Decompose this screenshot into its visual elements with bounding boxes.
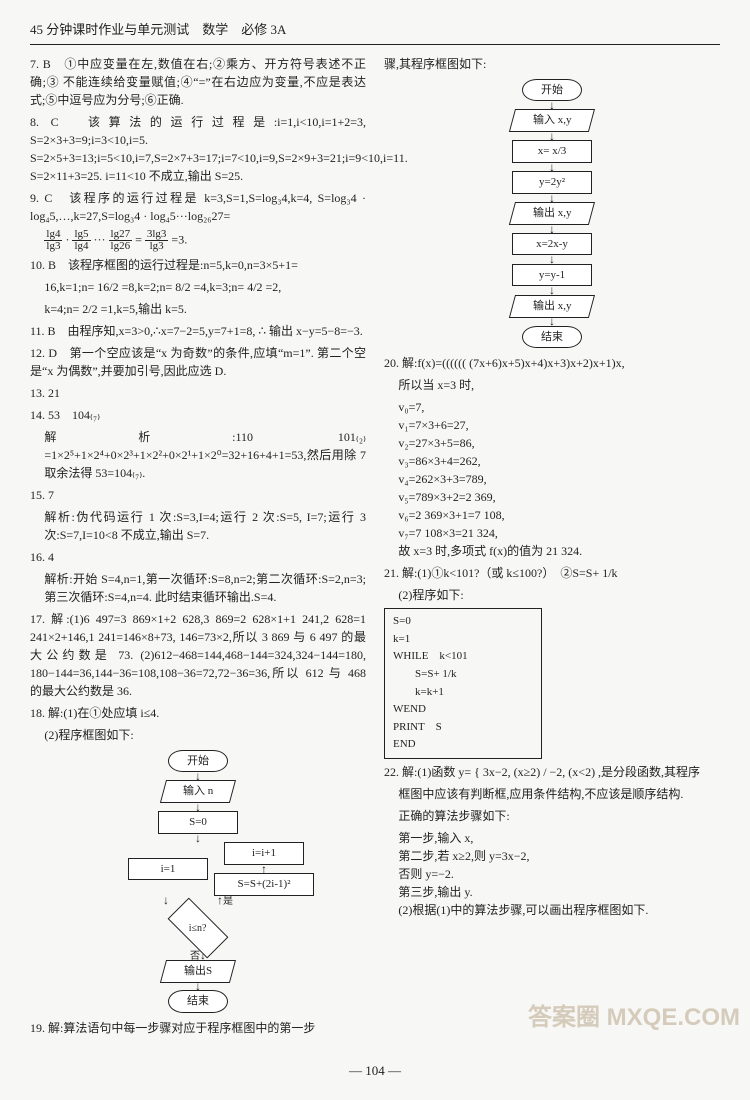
q13: 13. 21 <box>30 384 366 402</box>
q20-v5: v₅=789×3+2=2 369, <box>398 488 720 506</box>
arrow-icon: ↓ <box>482 194 622 202</box>
q20-v0: v₀=7, <box>398 398 720 416</box>
q22a: 22. 解:(1)函数 y= { 3x−2, (x≥2) / −2, (x<2)… <box>384 763 720 781</box>
flow19-out1: 输出 x,y <box>509 202 595 225</box>
code-line: k=1 <box>393 631 533 649</box>
flow18-i1: i=1 <box>128 858 208 881</box>
q14b: 解析:110 101₍₂₎=1×2⁵+1×2⁴+0×2³+1×2²+0×2¹+1… <box>30 428 366 482</box>
q20-v1: v₁=7×3+6=27, <box>398 416 720 434</box>
q14a: 14. 53 104₍₇₎ <box>30 406 366 424</box>
arrow-icon: ↓ ↑是 <box>128 896 268 905</box>
flow19-out2: 输出 x,y <box>509 295 595 318</box>
q7: 7. B ①中应变量在左,数值在右;②乘方、开方符号表述不正确;③ 不能连续给变… <box>30 55 366 109</box>
q20d: 故 x=3 时,多项式 f(x)的值为 21 324. <box>384 542 720 560</box>
q19-cont: 骤,其程序框图如下: <box>384 55 720 73</box>
page-header: 45 分钟课时作业与单元测试 数学 必修 3A <box>30 20 720 45</box>
q20-v4: v₄=262×3+3=789, <box>398 470 720 488</box>
page-number: — 104 — <box>30 1061 720 1081</box>
q20-list: v₀=7, v₁=7×3+6=27, v₂=27×3+5=86, v₃=86×3… <box>384 398 720 542</box>
flow19-in: 输入 x,y <box>509 109 595 132</box>
q22-step3: 否则 y=−2. <box>398 865 720 883</box>
q15a: 15. 7 <box>30 486 366 504</box>
arrow-icon: ↓ <box>128 834 268 842</box>
arrow-icon: ↓ <box>482 132 622 140</box>
q11: 11. B 由程序知,x=3>0,∴x=7−2=5,y=7+1=8, ∴ 输出 … <box>30 322 366 340</box>
flow18-calc: S=S+(2i-1)² <box>214 873 314 896</box>
arrow-icon: ↓ <box>482 225 622 233</box>
arrow-icon: ↓ <box>482 255 622 263</box>
flow18-out: 输出S <box>160 960 236 983</box>
q19: 19. 解:算法语句中每一步骤对应于程序框图中的第一步 <box>30 1019 366 1037</box>
q22c: 正确的算法步骤如下: <box>384 807 720 825</box>
q17: 17. 解:(1)6 497=3 869×1+2 628,3 869=2 628… <box>30 610 366 700</box>
two-column-layout: 7. B ①中应变量在左,数值在右;②乘方、开方符号表述不正确;③ 不能连续给变… <box>30 55 720 1041</box>
q9-eq: lg4lg3 · lg5lg4 ··· lg27lg26 = 3lg3lg3 =… <box>30 229 366 252</box>
q16b: 解析:开始 S=4,n=1,第一次循环:S=8,n=2;第二次循环:S=2,n=… <box>30 570 366 606</box>
arrow-icon: ↓ <box>482 163 622 171</box>
flow19-end: 结束 <box>522 326 582 349</box>
q12: 12. D 第一个空应该是“x 为奇数”的条件,应填“m=1”. 第二个空是“x… <box>30 344 366 380</box>
q22d: (2)根据(1)中的算法步骤,可以画出程序框图如下. <box>384 901 720 919</box>
q9-line1: 9. C 该程序的运行过程是 k=3,S=1,S=log₃4,k=4, S=lo… <box>30 189 366 225</box>
code-line: S=S+ 1/k <box>393 666 533 684</box>
q20-v3: v₃=86×3+4=262, <box>398 452 720 470</box>
right-column: 骤,其程序框图如下: 开始 ↓ 输入 x,y ↓ x= x/3 ↓ y=2y² … <box>384 55 720 1041</box>
q22-step1: 第一步,输入 x, <box>398 829 720 847</box>
arrow-icon: ↓ <box>482 317 622 325</box>
q18b: (2)程序框图如下: <box>30 726 366 744</box>
q21b: (2)程序如下: <box>384 586 720 604</box>
q16a: 16. 4 <box>30 548 366 566</box>
q20-v2: v₂=27×3+5=86, <box>398 434 720 452</box>
q22-step4: 第三步,输出 y. <box>398 883 720 901</box>
arrow-icon: ↓ <box>128 982 268 990</box>
q21a: 21. 解:(1)①k<101?（或 k≤100?） ②S=S+ 1/k <box>384 564 720 582</box>
left-column: 7. B ①中应变量在左,数值在右;②乘方、开方符号表述不正确;③ 不能连续给变… <box>30 55 366 1041</box>
q10c: k=4;n= 2/2 =1,k=5,输出 k=5. <box>30 300 366 318</box>
code-line: PRINT S <box>393 719 533 737</box>
arrow-icon: ↑ <box>214 865 314 873</box>
q18a: 18. 解:(1)在①处应填 i≤4. <box>30 704 366 722</box>
q15b: 解析:伪代码运行 1 次:S=3,I=4;运行 2 次:S=5, I=7;运行 … <box>30 508 366 544</box>
q20-v7: v₇=7 108×3=21 324, <box>398 524 720 542</box>
flowchart-18: 开始 ↓ 输入 n ↓ S=0 ↓ i=1 i=i+1 ↑ S=S+(2i-1)… <box>128 750 268 1013</box>
code-block: S=0 k=1 WHILE k<101 S=S+ 1/k k=k+1 WEND … <box>384 608 542 759</box>
code-line: END <box>393 736 533 754</box>
q8: 8. C 该算法的运行过程是:i=1,i<10,i=1+2=3, S=2×3+3… <box>30 113 366 185</box>
q22-step2: 第二步,若 x≥2,则 y=3x−2, <box>398 847 720 865</box>
q22-steps: 第一步,输入 x, 第二步,若 x≥2,则 y=3x−2, 否则 y=−2. 第… <box>384 829 720 901</box>
flowchart-19: 开始 ↓ 输入 x,y ↓ x= x/3 ↓ y=2y² ↓ 输出 x,y ↓ … <box>482 79 622 349</box>
arrow-icon: ↓ <box>128 803 268 811</box>
q22b: 框图中应该有判断框,应用条件结构,不应该是顺序结构. <box>384 785 720 803</box>
flow18-end: 结束 <box>168 990 228 1013</box>
q10b: 16,k=1;n= 16/2 =8,k=2;n= 8/2 =4,k=3;n= 4… <box>30 278 366 296</box>
arrow-icon: ↓ <box>482 286 622 294</box>
code-line: S=0 <box>393 613 533 631</box>
code-line: WEND <box>393 701 533 719</box>
arrow-icon: 否↓ <box>128 951 268 960</box>
code-line: k=k+1 <box>393 684 533 702</box>
q10a: 10. B 该程序框图的运行过程是:n=5,k=0,n=3×5+1= <box>30 256 366 274</box>
q20b: 所以当 x=3 时, <box>384 376 720 394</box>
code-line: WHILE k<101 <box>393 648 533 666</box>
q20-v6: v₆=2 369×3+1=7 108, <box>398 506 720 524</box>
q20a: 20. 解:f(x)=(((((( (7x+6)x+5)x+4)x+3)x+2)… <box>384 354 720 372</box>
flow18-input: 输入 n <box>160 780 236 803</box>
